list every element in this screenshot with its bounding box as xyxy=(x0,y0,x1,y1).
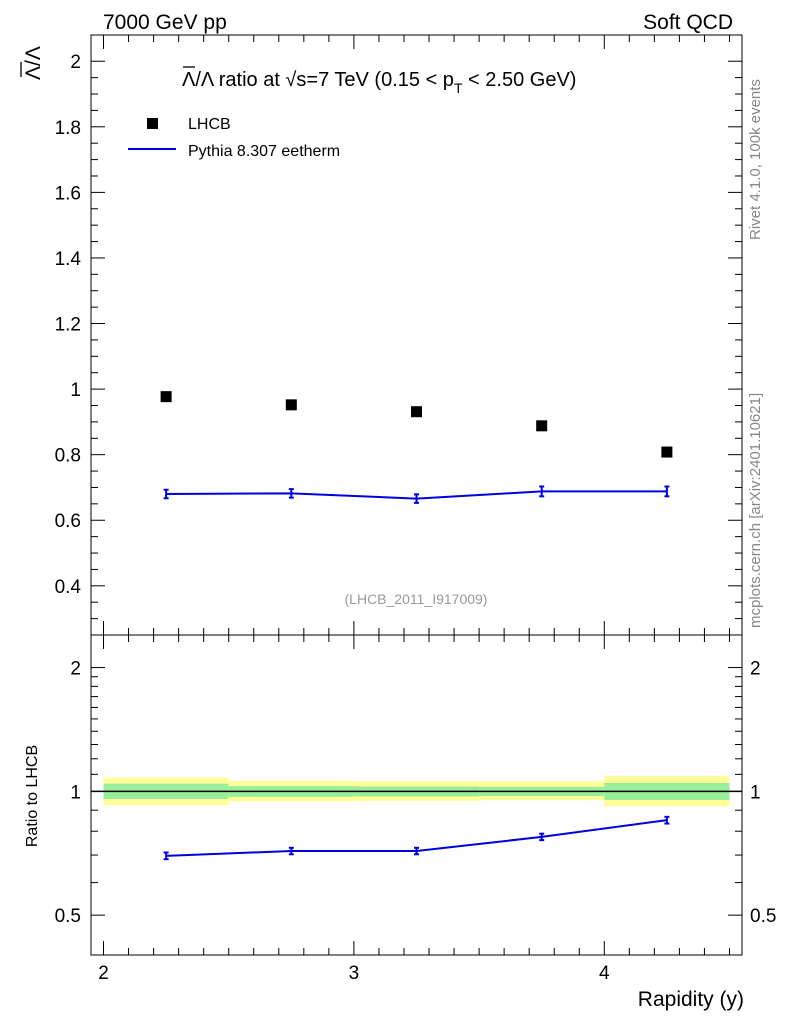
ratio-uncertainty-bands xyxy=(91,775,742,807)
main-ytick-label: 1.8 xyxy=(55,118,81,139)
lhcb-data-point xyxy=(411,406,422,418)
plot-title: Λ/Λ ratio at √s=7 TeV (0.15 < pT < 2.50 … xyxy=(182,69,576,96)
main-ytick-label: 1.6 xyxy=(55,183,81,204)
ratio-ytick-label-right: 0.5 xyxy=(750,906,776,927)
ratio-ytick-label-right: 1 xyxy=(750,782,761,803)
main-ytick-label: 0.4 xyxy=(55,577,82,598)
main-ytick-label: 1.4 xyxy=(55,249,82,270)
legend-label-lhcb: LHCB xyxy=(188,116,231,133)
main-ytick-label: 0.6 xyxy=(55,511,81,532)
ratio-ytick-label-left: 1 xyxy=(70,782,81,803)
ratio-ytick-label-right: 2 xyxy=(750,659,761,680)
main-plot-panel: 0.4 0.6 0.8 1 1.2 1.4 1.6 1.8 2 Λ/Λ ratio at √s=… xyxy=(20,34,743,636)
xtick-label: 2 xyxy=(98,963,109,984)
analysis-watermark: (LHCB_2011_I917009) xyxy=(345,591,488,607)
ratio-ticks: 0.5 0.5 1 1 2 2 2 3 4 xyxy=(55,635,776,984)
legend-marker-lhcb xyxy=(147,118,158,129)
ratio-frame xyxy=(90,634,743,956)
main-ytick-label: 2 xyxy=(70,52,81,73)
legend-label-pythia: Pythia 8.307 eetherm xyxy=(188,143,340,160)
main-series xyxy=(160,391,673,504)
main-y-label: Λ/Λ xyxy=(22,46,45,80)
energy-label: 7000 GeV pp xyxy=(103,11,227,34)
main-ytick-label: 1 xyxy=(70,380,81,401)
lhcb-data-point xyxy=(536,420,548,432)
lhcb-data-point xyxy=(160,391,172,403)
xtick-label: 3 xyxy=(349,963,360,984)
ratio-ytick-label-left: 2 xyxy=(70,659,81,680)
lhcb-data-point xyxy=(285,399,297,411)
x-axis-label: Rapidity (y) xyxy=(638,988,744,1011)
lhcb-data-point xyxy=(661,446,673,458)
ratio-ytick-label-left: 0.5 xyxy=(55,906,81,927)
ratio-series xyxy=(163,815,670,861)
process-label: Soft QCD xyxy=(643,11,733,34)
mcplots-label: mcplots.cern.ch [arXiv:2401.10621] xyxy=(747,393,764,628)
xtick-label: 4 xyxy=(599,963,610,984)
rivet-label: Rivet 4.1.0, 100k events xyxy=(747,79,764,240)
ratio-plot-panel: 0.5 0.5 1 1 2 2 2 3 4 Ratio to LHCB Rapidity (y) xyxy=(24,634,776,1011)
main-ytick-label: 1.2 xyxy=(55,315,81,336)
main-ytick-label: 0.8 xyxy=(55,446,81,467)
legend: LHCB Pythia 8.307 eetherm xyxy=(128,116,340,160)
ratio-y-label: Ratio to LHCB xyxy=(24,745,41,847)
main-ticks: 0.4 0.6 0.8 1 1.2 1.4 1.6 1.8 2 xyxy=(55,35,742,635)
